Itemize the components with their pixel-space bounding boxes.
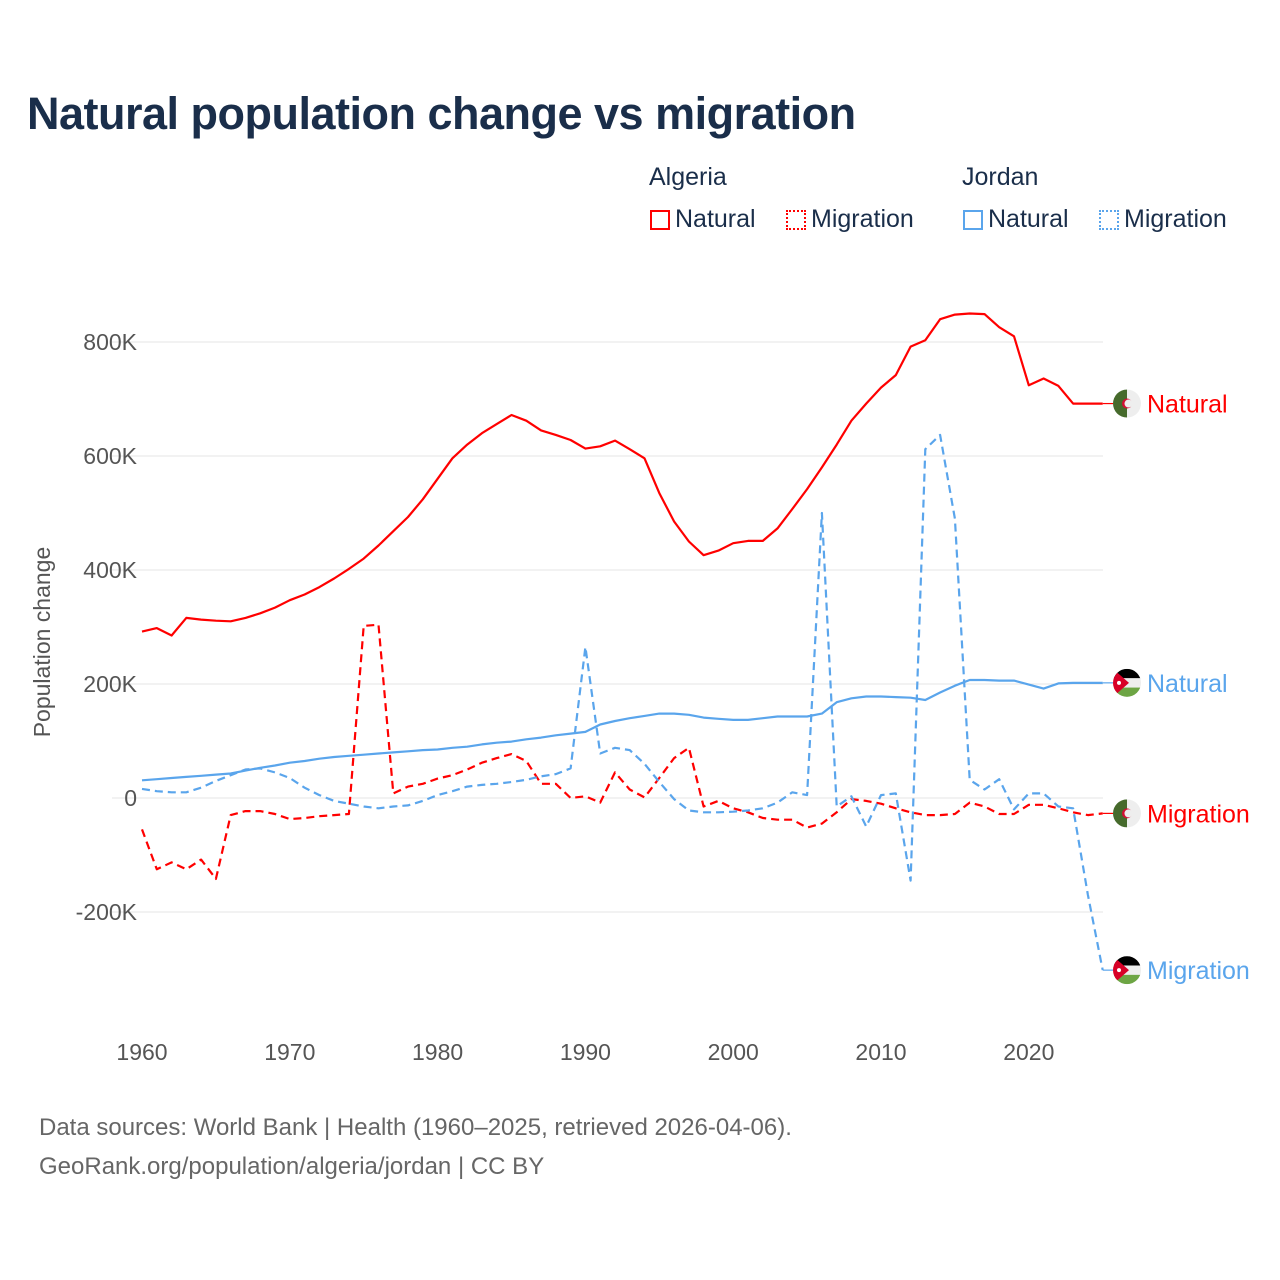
y-tick-label: -200K — [76, 899, 138, 925]
chart-title: Natural population change vs migration — [27, 88, 856, 139]
legend-algeria-migration[interactable]: Migration — [786, 205, 914, 234]
legend-label: Natural — [675, 205, 756, 233]
series-line-algeria-natural[interactable] — [141, 312, 1103, 637]
legend-jordan-natural[interactable]: Natural — [963, 205, 1069, 234]
series-end-label: Natural — [1147, 391, 1228, 419]
x-tick-label: 2020 — [1003, 1039, 1054, 1065]
series-end-label: Migration — [1147, 957, 1250, 985]
series-line-jordan-migration[interactable] — [141, 433, 1104, 971]
legend-group-algeria: Algeria — [649, 163, 727, 191]
algeria-flag-icon — [1113, 389, 1141, 418]
legend-group-jordan: Jordan — [962, 163, 1039, 191]
legend-label: Migration — [811, 205, 914, 233]
legend-swatch-dotted — [786, 209, 806, 230]
source-note: Data sources: World Bank | Health (1960–… — [39, 1108, 792, 1186]
y-tick-label: 600K — [83, 443, 137, 469]
series-line-jordan-natural[interactable] — [141, 678, 1103, 782]
legend-swatch-solid — [963, 209, 983, 230]
y-tick-label: 200K — [83, 671, 137, 697]
legend-label: Migration — [1124, 205, 1227, 233]
x-tick-label: 1980 — [412, 1039, 463, 1065]
jordan-flag-icon — [1113, 956, 1141, 985]
jordan-flag-icon — [1113, 668, 1141, 697]
x-tick-label: 1990 — [560, 1039, 611, 1065]
series-line-algeria-migration[interactable] — [140, 623, 1103, 881]
x-tick-label: 1970 — [264, 1039, 315, 1065]
y-axis-label: Population change — [29, 547, 55, 738]
legend-swatch-dotted — [1099, 209, 1119, 230]
x-tick-label: 1960 — [116, 1039, 167, 1065]
x-tick-label: 2010 — [855, 1039, 906, 1065]
series-end-label: Migration — [1147, 800, 1250, 828]
legend-swatch-solid — [650, 209, 670, 230]
legend-algeria-natural[interactable]: Natural — [650, 205, 756, 234]
source-line: Data sources: World Bank | Health (1960–… — [39, 1114, 792, 1141]
y-tick-label: 800K — [83, 329, 137, 355]
y-tick-label: 400K — [83, 557, 137, 583]
series-end-label: Natural — [1147, 670, 1228, 698]
legend-jordan-migration[interactable]: Migration — [1099, 205, 1227, 234]
algeria-flag-icon — [1113, 799, 1141, 828]
x-tick-label: 2000 — [708, 1039, 759, 1065]
legend-label: Natural — [988, 205, 1069, 233]
source-link[interactable]: GeoRank.org/population/algeria/jordan | … — [39, 1153, 545, 1180]
y-tick-label: 0 — [124, 785, 137, 811]
